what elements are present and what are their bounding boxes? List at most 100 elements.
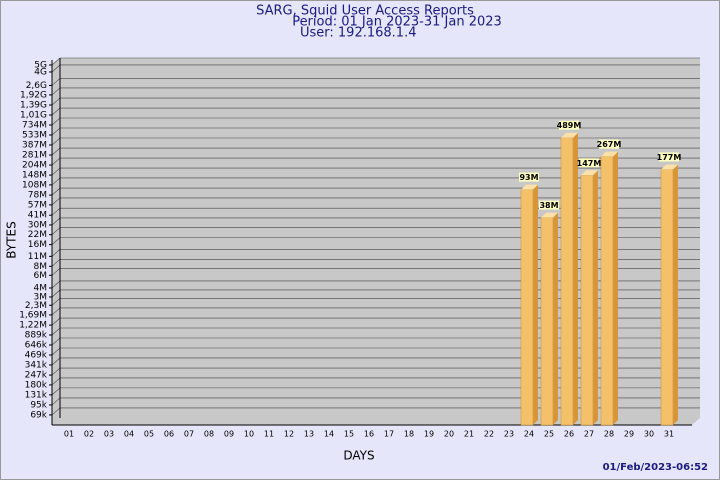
y-tick-label: 8M — [34, 262, 48, 272]
x-tick-label: 10 — [244, 430, 254, 439]
y-tick-label: 247k — [25, 371, 48, 381]
value-label-bg — [559, 120, 579, 130]
bar — [540, 217, 554, 426]
y-tick-label: 4G — [34, 67, 47, 77]
y-tick-label: 95k — [30, 400, 47, 410]
y-tick-label: 30M — [28, 220, 47, 230]
chart-title: SARG, Squid User Access Reports — [256, 4, 474, 19]
chart-subtitle: Period: 01 Jan 2023-31 Jan 2023 — [292, 15, 502, 30]
x-tick-label: 22 — [484, 430, 494, 439]
bar — [580, 175, 594, 426]
x-tick-label: 17 — [384, 430, 394, 439]
bar — [520, 189, 534, 426]
bar-top — [581, 170, 598, 176]
y-tick-label: 3M — [34, 292, 48, 302]
x-tick-label: 08 — [204, 430, 214, 439]
x-axis-label: DAYS — [343, 449, 374, 463]
y-tick-label: 16M — [28, 240, 47, 250]
y-tick-label: 1,01G — [20, 111, 47, 121]
y-tick-label: 108M — [22, 180, 47, 190]
x-tick-label: 24 — [524, 430, 534, 439]
y-tick-label: 22M — [28, 230, 47, 240]
y-tick-label: 1,69M — [19, 310, 47, 320]
x-tick-label: 05 — [144, 430, 154, 439]
bar-top — [561, 132, 578, 138]
y-tick-label: 533M — [22, 131, 47, 141]
x-tick-label: 07 — [184, 430, 194, 439]
y-tick-label: 2,3M — [25, 301, 47, 311]
footer: 01/Feb/2023-06:52 — [603, 462, 708, 473]
y-tick-label: 387M — [22, 141, 47, 151]
value-label-bg — [599, 139, 619, 149]
bar-side — [533, 184, 538, 425]
bar-side — [673, 164, 678, 425]
value-label-bg — [659, 152, 679, 162]
value-label: 147M — [577, 159, 602, 168]
x-tick-label: 23 — [504, 430, 514, 439]
bar — [660, 169, 674, 426]
value-label: 489M — [557, 121, 582, 130]
y-tick-label: 6M — [34, 271, 48, 281]
value-label: 93M — [519, 173, 538, 182]
bar — [560, 137, 574, 426]
bar-top — [521, 184, 538, 190]
y-tick-label: 889k — [25, 331, 48, 341]
y-tick-label: 78M — [28, 191, 47, 201]
x-tick-label: 25 — [544, 430, 554, 439]
y-tick-label: 469k — [25, 351, 48, 361]
x-tick-label: 11 — [264, 430, 274, 439]
x-tick-label: 12 — [284, 430, 294, 439]
y-tick-label: 2,6G — [26, 81, 47, 91]
bar-side — [613, 151, 618, 425]
y-tick-label: 4M — [34, 283, 48, 293]
x-tick-label: 28 — [604, 430, 614, 439]
x-tick-label: 02 — [84, 430, 94, 439]
value-label-bg — [539, 200, 559, 210]
bar-top — [661, 164, 678, 170]
x-tick-label: 29 — [624, 430, 634, 439]
bar-top — [541, 212, 558, 218]
x-tick-label: 04 — [124, 430, 134, 439]
x-tick-label: 01 — [64, 430, 74, 439]
x-tick-label: 15 — [344, 430, 354, 439]
y-tick-label: 11M — [28, 252, 47, 262]
x-tick-label: 03 — [104, 430, 114, 439]
x-tick-label: 21 — [464, 430, 474, 439]
x-tick-label: 09 — [224, 430, 234, 439]
y-tick-label: 57M — [28, 200, 47, 210]
x-tick-label: 27 — [584, 430, 594, 439]
bar-side — [593, 170, 598, 425]
bar-top — [601, 151, 618, 157]
x-tick-label: 14 — [324, 430, 334, 439]
x-tick-label: 06 — [164, 430, 174, 439]
y-tick-label: 131k — [25, 390, 48, 400]
value-label: 177M — [657, 153, 682, 162]
y-tick-label: 180k — [25, 380, 48, 390]
y-tick-label: 1,39G — [20, 101, 47, 111]
y-tick-label: 148M — [22, 171, 47, 181]
x-tick-label: 16 — [364, 430, 374, 439]
y-tick-label: 41M — [28, 211, 47, 221]
y-tick-label: 204M — [22, 161, 47, 171]
x-tick-label: 30 — [644, 430, 654, 439]
x-tick-label: 18 — [404, 430, 414, 439]
y-tick-label: 734M — [22, 120, 47, 130]
y-tick-label: 341k — [25, 360, 48, 370]
y-axis-label: BYTES — [5, 221, 19, 258]
y-tick-label: 1,92G — [20, 90, 47, 100]
x-tick-label: 13 — [304, 430, 314, 439]
y-tick-label: 646k — [25, 340, 48, 350]
x-tick-label: 19 — [424, 430, 434, 439]
y-tick-label: 1,22M — [19, 321, 47, 331]
bar — [600, 156, 614, 426]
value-label: 38M — [539, 201, 558, 210]
x-tick-label: 31 — [664, 430, 674, 439]
y-tick-label: 69k — [30, 410, 47, 420]
user-label: User: 192.168.1.4 — [300, 26, 416, 41]
value-label-bg — [579, 158, 599, 168]
value-label: 267M — [597, 140, 622, 149]
y-tick-label: 281M — [22, 151, 47, 161]
x-tick-label: 26 — [564, 430, 574, 439]
bar-side — [573, 132, 578, 425]
y-tick-label: 5G — [34, 61, 47, 71]
